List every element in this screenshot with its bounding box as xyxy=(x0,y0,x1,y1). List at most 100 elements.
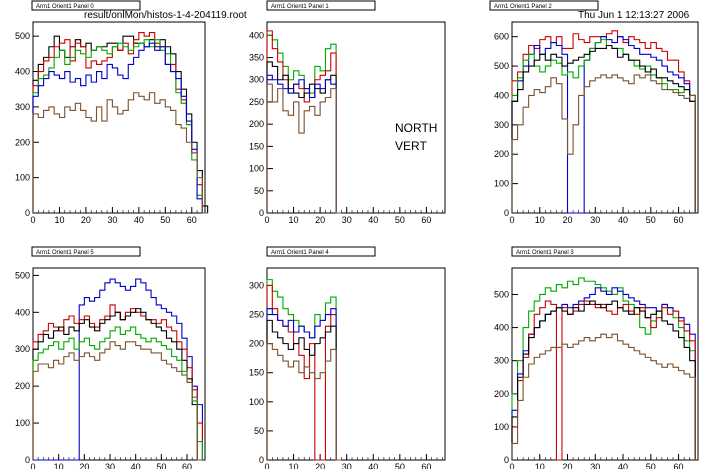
panel-title: Arm1 Orient1 Panel 3 xyxy=(516,250,574,256)
x-tick-label: 60 xyxy=(187,215,197,225)
x-tick-label: 60 xyxy=(182,462,192,469)
histogram-series-3 xyxy=(32,42,208,214)
panel-title: Arm1 Orient1 Panel 4 xyxy=(271,250,329,256)
x-tick-label: 20 xyxy=(315,215,325,225)
histogram-series-0 xyxy=(511,30,696,213)
histogram-series-3 xyxy=(511,300,696,460)
panel-title-box xyxy=(266,0,376,11)
panel-annotation: NORTH xyxy=(395,121,437,135)
histogram-series-3 xyxy=(266,319,342,461)
histogram-series-4 xyxy=(511,74,696,213)
x-tick-label: 10 xyxy=(289,215,299,225)
x-tick-label: 30 xyxy=(342,215,352,225)
y-tick-label: 100 xyxy=(249,397,264,407)
x-tick-label: 50 xyxy=(646,215,656,225)
x-tick-label: 60 xyxy=(421,215,431,225)
y-tick-label: 500 xyxy=(494,289,509,299)
x-tick-label: 20 xyxy=(79,462,89,469)
y-tick-label: 400 xyxy=(494,323,509,333)
plot-frame xyxy=(511,267,699,461)
x-tick-label: 60 xyxy=(421,462,431,469)
x-tick-label: 40 xyxy=(131,462,141,469)
y-tick-label: 0 xyxy=(259,208,264,218)
y-tick-label: 200 xyxy=(15,381,30,391)
y-tick-label: 250 xyxy=(249,97,264,107)
histogram-series-4 xyxy=(511,333,696,460)
histogram-series-2 xyxy=(511,300,696,461)
histogram-series-2 xyxy=(32,308,203,461)
y-tick-label: 400 xyxy=(249,30,264,40)
histogram-series-2 xyxy=(266,308,342,461)
histogram-series-3 xyxy=(32,326,203,460)
histogram-series-4 xyxy=(32,92,208,214)
x-tick-label: 0 xyxy=(264,215,269,225)
y-tick-label: 200 xyxy=(249,119,264,129)
y-tick-label: 100 xyxy=(249,164,264,174)
histogram-series-4 xyxy=(266,343,342,461)
x-tick-label: 0 xyxy=(264,462,269,469)
y-tick-label: 400 xyxy=(494,90,509,100)
x-tick-label: 50 xyxy=(395,462,405,469)
panel-title: Arm1 Orient1 Panel 1 xyxy=(271,4,329,10)
histogram-panel-5: Arm1 Orient1 Panel 3 0 10 20 30 40 50 60 0 100 200… xyxy=(494,246,699,469)
x-tick-label: 10 xyxy=(289,462,299,469)
x-tick-label: 10 xyxy=(535,462,545,469)
x-tick-label: 30 xyxy=(342,462,352,469)
panel-title-box xyxy=(31,0,141,11)
x-tick-label: 40 xyxy=(368,462,378,469)
panel-title-box xyxy=(489,0,599,11)
y-tick-label: 200 xyxy=(15,137,30,147)
y-tick-label: 300 xyxy=(494,356,509,366)
x-tick-label: 20 xyxy=(315,462,325,469)
y-tick-label: 150 xyxy=(249,368,264,378)
histogram-series-2 xyxy=(32,39,208,214)
x-tick-label: 30 xyxy=(590,462,600,469)
y-tick-label: 0 xyxy=(25,455,30,465)
x-tick-label: 50 xyxy=(160,215,170,225)
x-tick-label: 10 xyxy=(535,215,545,225)
y-tick-label: 50 xyxy=(254,426,264,436)
y-tick-label: 500 xyxy=(494,61,509,71)
y-tick-label: 100 xyxy=(15,173,30,183)
histogram-panel-1: Arm1 Orient1 Panel 1 0 10 20 30 40 50 60 0 50 100 1… xyxy=(249,0,446,225)
x-tick-label: 10 xyxy=(54,462,64,469)
panel-title-box xyxy=(31,246,141,257)
panel-title: Arm1 Orient1 Panel 2 xyxy=(494,4,552,10)
histogram-series-1 xyxy=(511,36,696,214)
x-tick-label: 50 xyxy=(156,462,166,469)
x-tick-label: 50 xyxy=(646,462,656,469)
x-tick-label: 30 xyxy=(590,215,600,225)
x-tick-label: 40 xyxy=(618,462,628,469)
histogram-panel-0: Arm1 Orient1 Panel 0 0 10 20 30 40 50 60 0 100 200… xyxy=(15,0,209,225)
x-tick-label: 20 xyxy=(563,215,573,225)
x-tick-label: 0 xyxy=(30,215,35,225)
x-tick-label: 30 xyxy=(105,462,115,469)
panel-title: Arm1 Orient1 Panel 0 xyxy=(36,4,94,10)
y-tick-label: 400 xyxy=(15,307,30,317)
y-tick-label: 200 xyxy=(494,149,509,159)
x-tick-label: 60 xyxy=(674,215,684,225)
panel-annotation: VERT xyxy=(395,139,427,153)
panel-title: Arm1 Orient1 Panel 5 xyxy=(36,250,94,256)
x-tick-label: 0 xyxy=(509,462,514,469)
y-tick-label: 0 xyxy=(259,455,264,465)
x-tick-label: 10 xyxy=(54,215,64,225)
panel-title-box xyxy=(511,246,621,257)
y-tick-label: 200 xyxy=(249,339,264,349)
y-tick-label: 150 xyxy=(249,141,264,151)
y-tick-label: 350 xyxy=(249,53,264,63)
x-tick-label: 0 xyxy=(509,215,514,225)
y-tick-label: 100 xyxy=(494,179,509,189)
x-tick-label: 0 xyxy=(30,462,35,469)
y-tick-label: 300 xyxy=(15,344,30,354)
histogram-panel-2: Arm1 Orient1 Panel 20 10 20 30 40 50 600100200… xyxy=(489,0,699,225)
timestamp-label: Thu Jun 1 12:13:27 2006 xyxy=(578,10,690,21)
x-tick-label: 30 xyxy=(107,215,117,225)
y-tick-label: 300 xyxy=(249,280,264,290)
x-tick-label: 60 xyxy=(674,462,684,469)
histogram-panel-3: Arm1 Orient1 Panel 5 0 10 20 30 40 50 60 0 100 200… xyxy=(15,246,206,469)
y-tick-label: 0 xyxy=(504,208,509,218)
file-path-label: result/onlMon/histos-1-4-204119.root xyxy=(84,10,247,21)
plot-frame xyxy=(266,21,446,214)
